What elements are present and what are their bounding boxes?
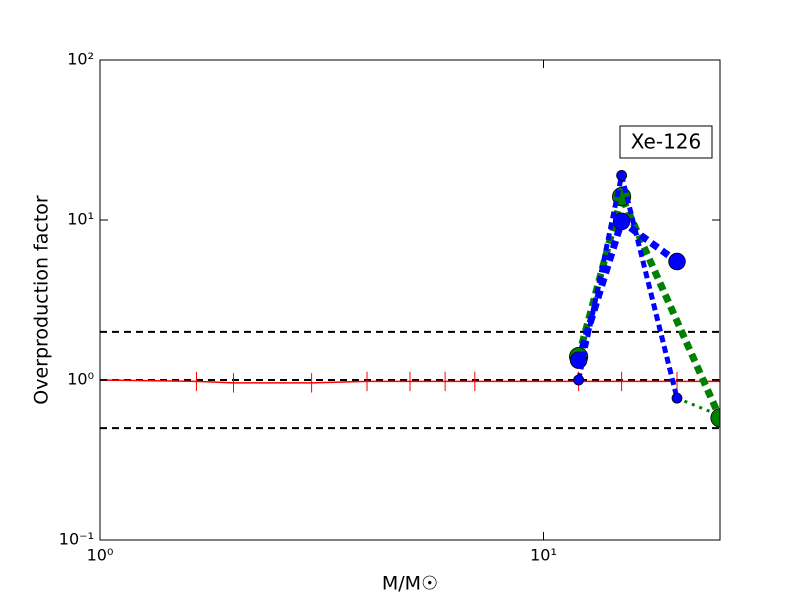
y-tick-label: 10⁰ xyxy=(67,370,94,389)
x-axis-label: M/M☉ xyxy=(382,573,438,595)
y-axis-label: Overproduction factor xyxy=(31,195,53,405)
marker xyxy=(573,374,585,386)
marker xyxy=(668,252,686,271)
annotation-box xyxy=(619,125,713,159)
y-tick-label: 10¹ xyxy=(67,210,94,229)
x-tick-label: 10⁰ xyxy=(87,546,114,565)
plot-area xyxy=(100,169,720,430)
series-line xyxy=(100,379,720,384)
annotation: Xe-126 xyxy=(631,130,702,154)
marker xyxy=(616,169,628,181)
y-tick-label: 10⁻¹ xyxy=(59,530,94,549)
axes-frame xyxy=(99,59,721,541)
x-tick-label: 10¹ xyxy=(530,546,557,565)
y-tick-label: 10² xyxy=(67,50,94,69)
marker xyxy=(612,212,631,231)
marker xyxy=(671,392,683,404)
